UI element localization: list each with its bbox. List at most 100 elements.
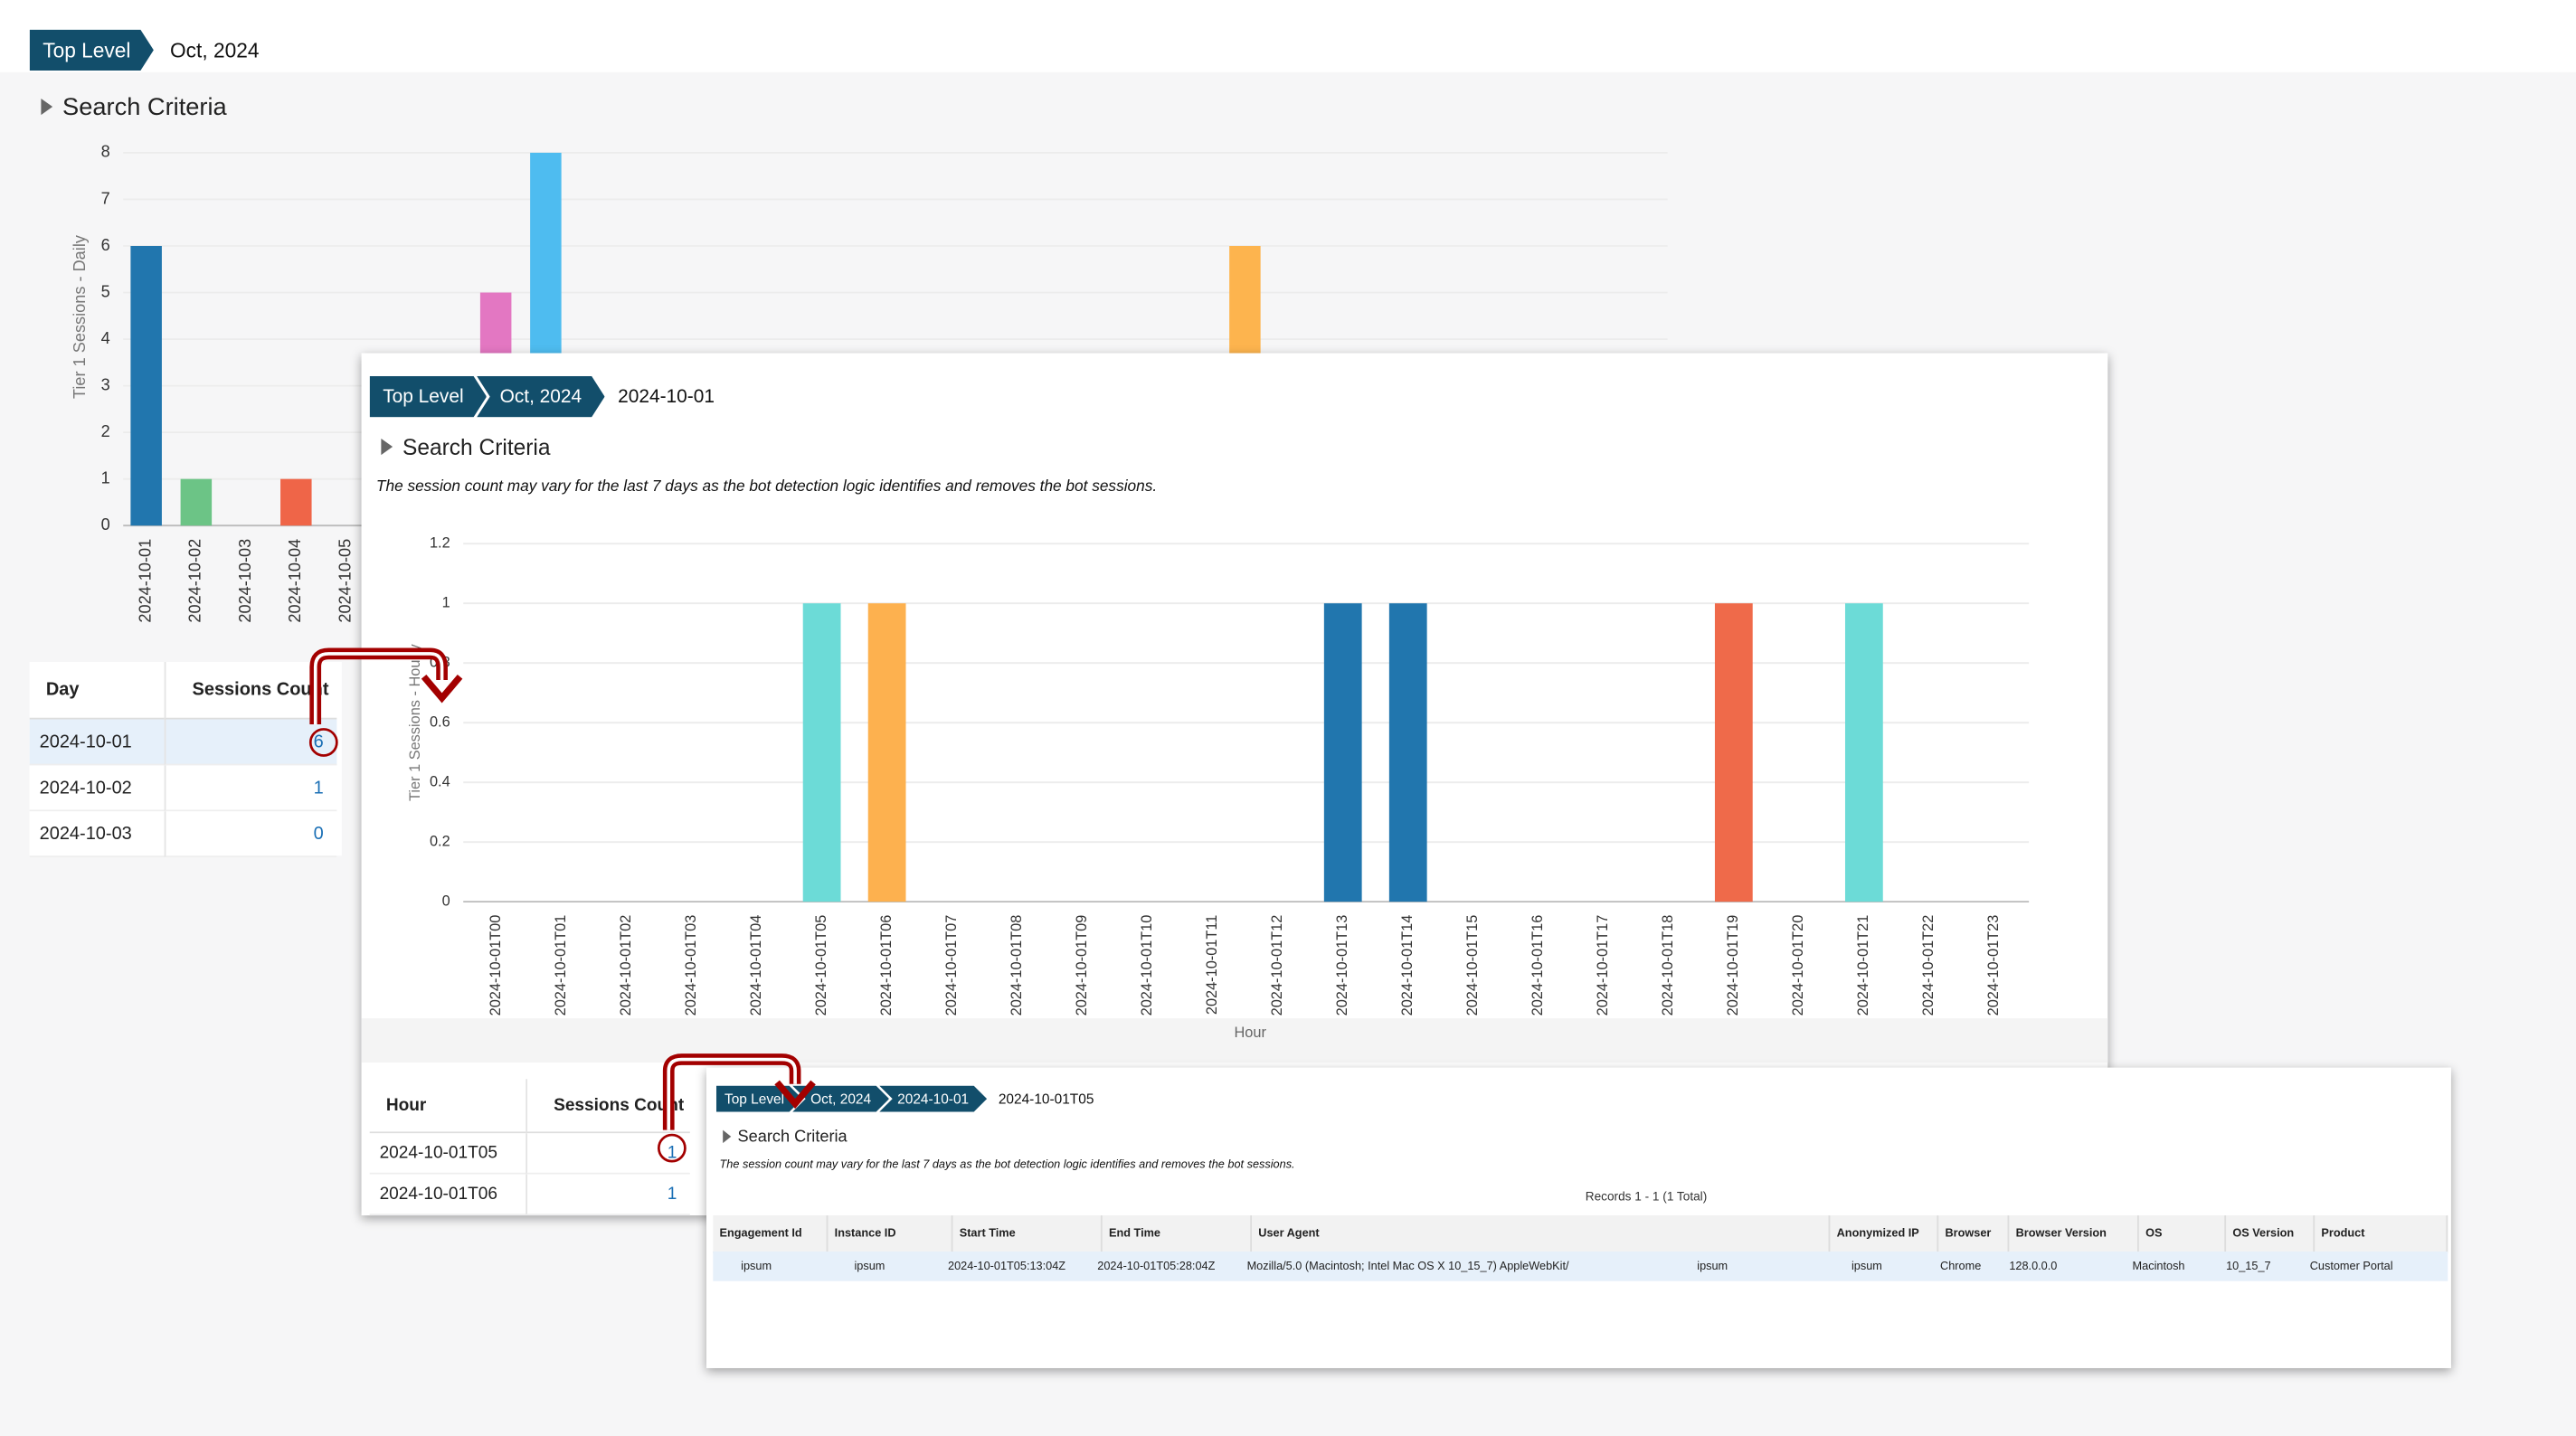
row-label: 2024-10-01T06 [369,1174,526,1216]
breadcrumb-item[interactable]: Top Level [30,30,154,71]
column-header: Browser [1938,1215,2010,1252]
search-criteria[interactable]: Search Criteria [381,434,551,460]
breadcrumb: Top Level Oct, 2024 2024-10-01 2024-10-01T0… [716,1086,1094,1112]
table-cell: Mozilla/5.0 (Macintosh; Intel Mac OS X 1… [1246,1261,1569,1272]
x-tick-label: 2024-10-04 [286,539,304,623]
column-header: Day [29,662,165,720]
breadcrumb-item[interactable]: Oct, 2024 [477,376,604,417]
x-tick-label: 2024-10-01T08 [1009,915,1025,1016]
y-tick-label: 1.2 [430,535,450,552]
y-tick-label: 3 [101,375,110,393]
breadcrumb: Top Level Oct, 2024 2024-10-01 [370,376,715,417]
row-label: 2024-10-01 [29,719,165,766]
x-axis-label: Hour [1235,1025,1267,1041]
column-header: Product [2315,1215,2448,1252]
hour-table: Hour Sessions Count 2024-10-01T05 1 2024-10-… [369,1079,698,1216]
toggle-icon [41,98,53,116]
y-axis-label: Tier 1 Sessions - Daily [71,234,89,399]
column-header: Start Time [952,1215,1103,1252]
row-label: 2024-10-02 [29,765,165,812]
y-tick-label: 2 [101,422,110,440]
table-cell: ipsum [1697,1261,1728,1272]
y-axis-label: Tier 1 Sessions - Hourly [407,644,423,801]
breadcrumb-item[interactable]: 2024-10-01 [879,1086,987,1112]
x-tick-label: 2024-10-05 [336,539,354,623]
y-tick-label: 8 [101,143,110,161]
x-tick-label: 2024-10-01 [136,539,154,623]
breadcrumb: Top Level Oct, 2024 [30,30,260,71]
y-tick-label: 1 [101,468,110,487]
bar [130,245,162,526]
breadcrumb-item[interactable]: Top Level [716,1086,802,1112]
bar [867,603,906,902]
x-tick-label: 2024-10-01T15 [1464,915,1481,1016]
table-cell: 2024-10-01T05:28:04Z [1097,1261,1216,1272]
x-tick-label: 2024-10-01T06 [878,915,895,1016]
column-header: Engagement Id [713,1215,829,1252]
x-tick-label: 2024-10-03 [236,539,254,623]
x-tick-label: 2024-10-01T10 [1139,915,1155,1016]
x-tick-label: 2024-10-01T14 [1399,915,1416,1016]
chart-footer [361,1018,2108,1063]
breadcrumb-item[interactable]: Top Level [370,376,487,417]
breadcrumb-current: 2024-10-01T05 [998,1091,1094,1108]
breadcrumb-item[interactable]: Oct, 2024 [792,1086,889,1112]
data-row [713,1252,2448,1281]
breadcrumb-current: 2024-10-01 [618,386,715,407]
x-tick-label: 2024-10-01T04 [748,915,764,1016]
column-header: Sessions Count [164,661,337,720]
column-header: OS [2139,1215,2227,1252]
search-criteria[interactable]: Search Criteria [41,92,227,122]
x-tick-label: 2024-10-02 [186,539,204,623]
column-header: Browser Version [2009,1215,2139,1252]
bar [1714,603,1753,902]
search-criteria-label: Search Criteria [62,92,227,121]
x-tick-label: 2024-10-01T09 [1074,915,1090,1016]
breadcrumb-current: Oct, 2024 [170,38,260,62]
y-tick-label: 4 [101,329,110,347]
session-count-link[interactable]: 0 [164,811,337,858]
session-count-link[interactable]: 6 [164,719,337,766]
x-tick-label: 2024-10-01T02 [618,915,634,1016]
y-tick-label: 0.4 [430,773,450,789]
header-row [713,1215,2448,1253]
row-label: 2024-10-01T05 [369,1133,526,1175]
session-count-link[interactable]: 1 [526,1133,690,1175]
x-tick-label: 2024-10-01T11 [1204,915,1220,1015]
y-tick-label: 6 [101,236,110,254]
session-count-link[interactable]: 1 [164,765,337,812]
column-header: End Time [1103,1215,1253,1252]
day-table: Day Sessions Count 2024-10-01 6 2024-10-02 1 2… [29,661,342,858]
bar [1323,603,1362,902]
bar [1844,603,1883,902]
search-criteria[interactable]: Search Criteria [723,1127,848,1147]
session-count-link[interactable]: 1 [526,1174,690,1216]
x-tick-label: 2024-10-01T18 [1660,915,1676,1016]
table-cell: Macintosh [2132,1261,2185,1272]
row-label: 2024-10-03 [29,811,165,858]
x-tick-label: 2024-10-01T13 [1334,915,1350,1016]
column-header: User Agent [1252,1215,1831,1252]
x-tick-label: 2024-10-01T23 [1985,915,2002,1016]
toggle-icon [381,438,393,456]
column-header: Instance ID [828,1215,953,1252]
table-cell: Customer Portal [2309,1261,2393,1272]
table-cell: 10_15_7 [2226,1261,2271,1272]
note: The session count may vary for the last … [719,1159,1295,1172]
search-criteria-label: Search Criteria [402,434,551,459]
table-cell: ipsum [741,1261,772,1272]
x-tick-label: 2024-10-01T19 [1725,915,1741,1016]
sessions-panel: Top Level Oct, 2024 2024-10-01 2024-10-01T0… [706,1067,2451,1368]
y-tick-label: 1 [442,595,450,611]
x-tick-label: 2024-10-01T20 [1790,915,1806,1016]
table-cell: ipsum [1851,1261,1882,1272]
y-tick-label: 7 [101,189,110,207]
x-tick-label: 2024-10-01T00 [488,915,504,1016]
x-tick-label: 2024-10-01T16 [1530,915,1546,1016]
table-cell: 2024-10-01T05:13:04Z [948,1261,1066,1272]
bar [180,478,213,526]
y-tick-label: 0 [442,893,450,909]
sessions-table: Engagement Id Instance ID Start Time End Ti… [713,1215,2448,1281]
x-tick-label: 2024-10-01T05 [813,915,829,1016]
